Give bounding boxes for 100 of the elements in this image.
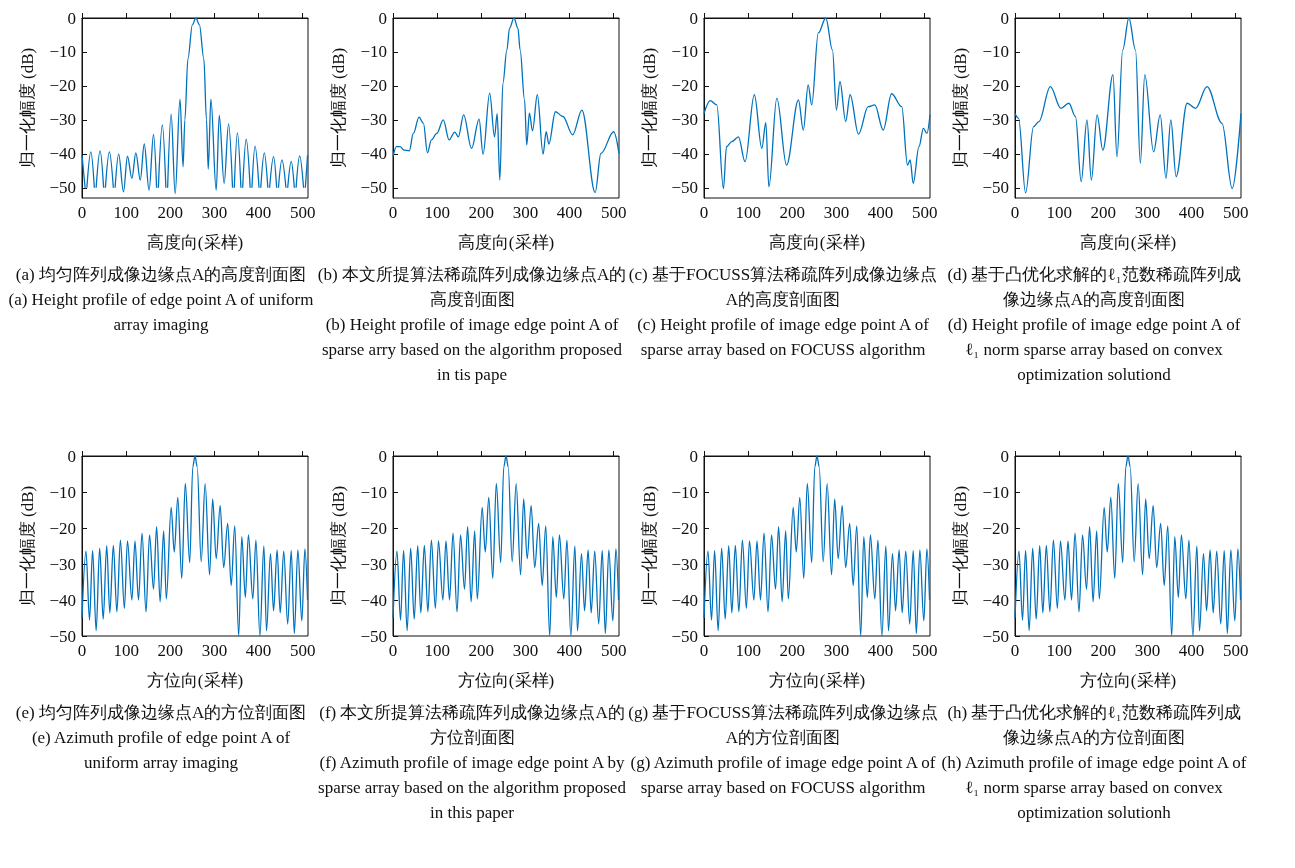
- x-tick-label: 400: [556, 203, 583, 222]
- y-tick-label: −50: [49, 626, 76, 646]
- y-tick-label: 0: [378, 8, 387, 28]
- x-tick-label: 100: [1046, 641, 1072, 660]
- y-tick-label: −50: [982, 178, 1009, 198]
- x-axis-title: 方位向(采样): [1079, 671, 1177, 690]
- y-tick-label: 0: [378, 446, 387, 466]
- x-axis-title: 高度向(采样): [457, 233, 555, 252]
- y-tick-label: −30: [982, 554, 1009, 574]
- x-tick-label: 500: [1222, 203, 1249, 222]
- x-tick-label: 500: [289, 641, 316, 660]
- y-tick-label: −50: [671, 626, 698, 646]
- x-tick-label: 300: [201, 203, 228, 222]
- text: (h) Azimuth profile of image edge point A of ℓ₁ norm sparse array based on convex optimization solutionh: [940, 752, 1248, 824]
- x-tick-label: 300: [1134, 641, 1161, 660]
- x-tick-label: 100: [424, 641, 450, 660]
- y-axis-title: 归一化幅度 (dB): [18, 485, 37, 607]
- x-axis-title: 方位向(采样): [146, 671, 244, 690]
- x-tick-label: 500: [600, 641, 627, 660]
- y-tick-label: −20: [671, 76, 698, 96]
- x-axis-title: 高度向(采样): [146, 233, 244, 252]
- x-axis-title: 方位向(采样): [457, 671, 555, 690]
- y-tick-label: −50: [982, 626, 1009, 646]
- y-tick-label: 0: [1000, 8, 1009, 28]
- y-tick-label: 0: [689, 8, 698, 28]
- text: (d) 基于凸优化求解的ℓ₁范数稀疏阵列成像边缘点A的高度剖面图: [946, 264, 1242, 311]
- y-tick-label: −10: [671, 42, 698, 62]
- y-tick-label: −40: [982, 590, 1009, 610]
- y-tick-label: −20: [982, 518, 1009, 538]
- x-tick-label: 400: [556, 641, 583, 660]
- y-tick-label: −40: [671, 590, 698, 610]
- x-tick-label: 100: [1046, 203, 1072, 222]
- text: (e) Azimuth profile of edge point A of uniform array imaging: [30, 727, 292, 774]
- y-tick-label: −50: [360, 178, 387, 198]
- text: (h) 基于凸优化求解的ℓ₁范数稀疏阵列成像边缘点A的方位剖面图: [946, 702, 1242, 749]
- y-tick-label: −20: [49, 76, 76, 96]
- y-tick-label: −40: [671, 144, 698, 164]
- x-axis-title: 高度向(采样): [1079, 233, 1177, 252]
- y-tick-label: −10: [49, 482, 76, 502]
- y-tick-label: −20: [982, 76, 1009, 96]
- y-axis-title: 归一化幅度 (dB): [640, 47, 659, 169]
- y-tick-label: −30: [49, 554, 76, 574]
- y-tick-label: 0: [689, 446, 698, 466]
- x-tick-label: 500: [911, 203, 938, 222]
- y-axis-title: 归一化幅度 (dB): [329, 485, 348, 607]
- x-tick-label: 400: [1178, 641, 1205, 660]
- y-axis-title: 归一化幅度 (dB): [951, 485, 970, 607]
- text: (a) Height profile of edge point A of uniform array imaging: [7, 289, 315, 336]
- x-tick-label: 100: [735, 641, 761, 660]
- y-tick-label: −30: [49, 110, 76, 130]
- x-tick-label: 200: [157, 641, 184, 660]
- y-tick-label: 0: [67, 8, 76, 28]
- text: (e) 均匀阵列成像边缘点A的方位剖面图: [14, 702, 308, 724]
- text: (b) 本文所提算法稀疏阵列成像边缘点A的高度剖面图: [317, 264, 627, 311]
- y-tick-label: −10: [360, 42, 387, 62]
- y-axis-title: 归一化幅度 (dB): [329, 47, 348, 169]
- x-tick-label: 200: [1090, 203, 1117, 222]
- y-tick-label: −30: [360, 554, 387, 574]
- x-tick-label: 300: [823, 641, 850, 660]
- y-tick-label: −40: [360, 590, 387, 610]
- x-tick-label: 200: [1090, 641, 1117, 660]
- y-tick-label: −30: [671, 110, 698, 130]
- text: (f) 本文所提算法稀疏阵列成像边缘点A的方位剖面图: [318, 702, 626, 749]
- y-tick-label: −20: [49, 518, 76, 538]
- y-tick-label: −20: [360, 518, 387, 538]
- y-tick-label: 0: [1000, 446, 1009, 466]
- y-tick-label: −40: [49, 144, 76, 164]
- y-tick-label: −40: [982, 144, 1009, 164]
- y-tick-label: −50: [49, 178, 76, 198]
- y-tick-label: −10: [49, 42, 76, 62]
- text: (a) 均匀阵列成像边缘点A的高度剖面图: [14, 264, 308, 286]
- y-tick-label: −20: [671, 518, 698, 538]
- y-tick-label: −30: [982, 110, 1009, 130]
- y-tick-label: −30: [360, 110, 387, 130]
- x-tick-label: 300: [512, 203, 539, 222]
- x-tick-label: 200: [779, 203, 806, 222]
- x-tick-label: 100: [113, 641, 139, 660]
- y-tick-label: −30: [671, 554, 698, 574]
- y-axis-title: 归一化幅度 (dB): [18, 47, 37, 169]
- y-tick-label: 0: [67, 446, 76, 466]
- x-tick-label: 500: [911, 641, 938, 660]
- x-tick-label: 400: [1178, 203, 1205, 222]
- text: (f) Azimuth profile of image edge point A by sparse array based on the algorithm proposed in this paper: [317, 752, 627, 824]
- x-tick-label: 300: [201, 641, 228, 660]
- y-axis-title: 归一化幅度 (dB): [640, 485, 659, 607]
- y-tick-label: −10: [671, 482, 698, 502]
- text: (b) Height profile of image edge point A of sparse arry based on the algorithm proposed in tis pape: [320, 314, 624, 386]
- text: (c) Height profile of image edge point A of sparse array based on FOCUSS algorithm: [636, 314, 930, 361]
- y-tick-label: −10: [360, 482, 387, 502]
- y-tick-label: −50: [671, 178, 698, 198]
- y-tick-label: −10: [982, 42, 1009, 62]
- x-tick-label: 400: [867, 641, 894, 660]
- x-tick-label: 400: [245, 203, 272, 222]
- y-tick-label: −40: [360, 144, 387, 164]
- y-tick-label: −40: [49, 590, 76, 610]
- x-tick-label: 200: [468, 641, 495, 660]
- text: (g) 基于FOCUSS算法稀疏阵列成像边缘点A的方位剖面图: [628, 702, 938, 749]
- x-tick-label: 400: [245, 641, 272, 660]
- text: (g) Azimuth profile of image edge point A of sparse array based on FOCUSS algorithm: [629, 752, 937, 799]
- x-tick-label: 200: [157, 203, 184, 222]
